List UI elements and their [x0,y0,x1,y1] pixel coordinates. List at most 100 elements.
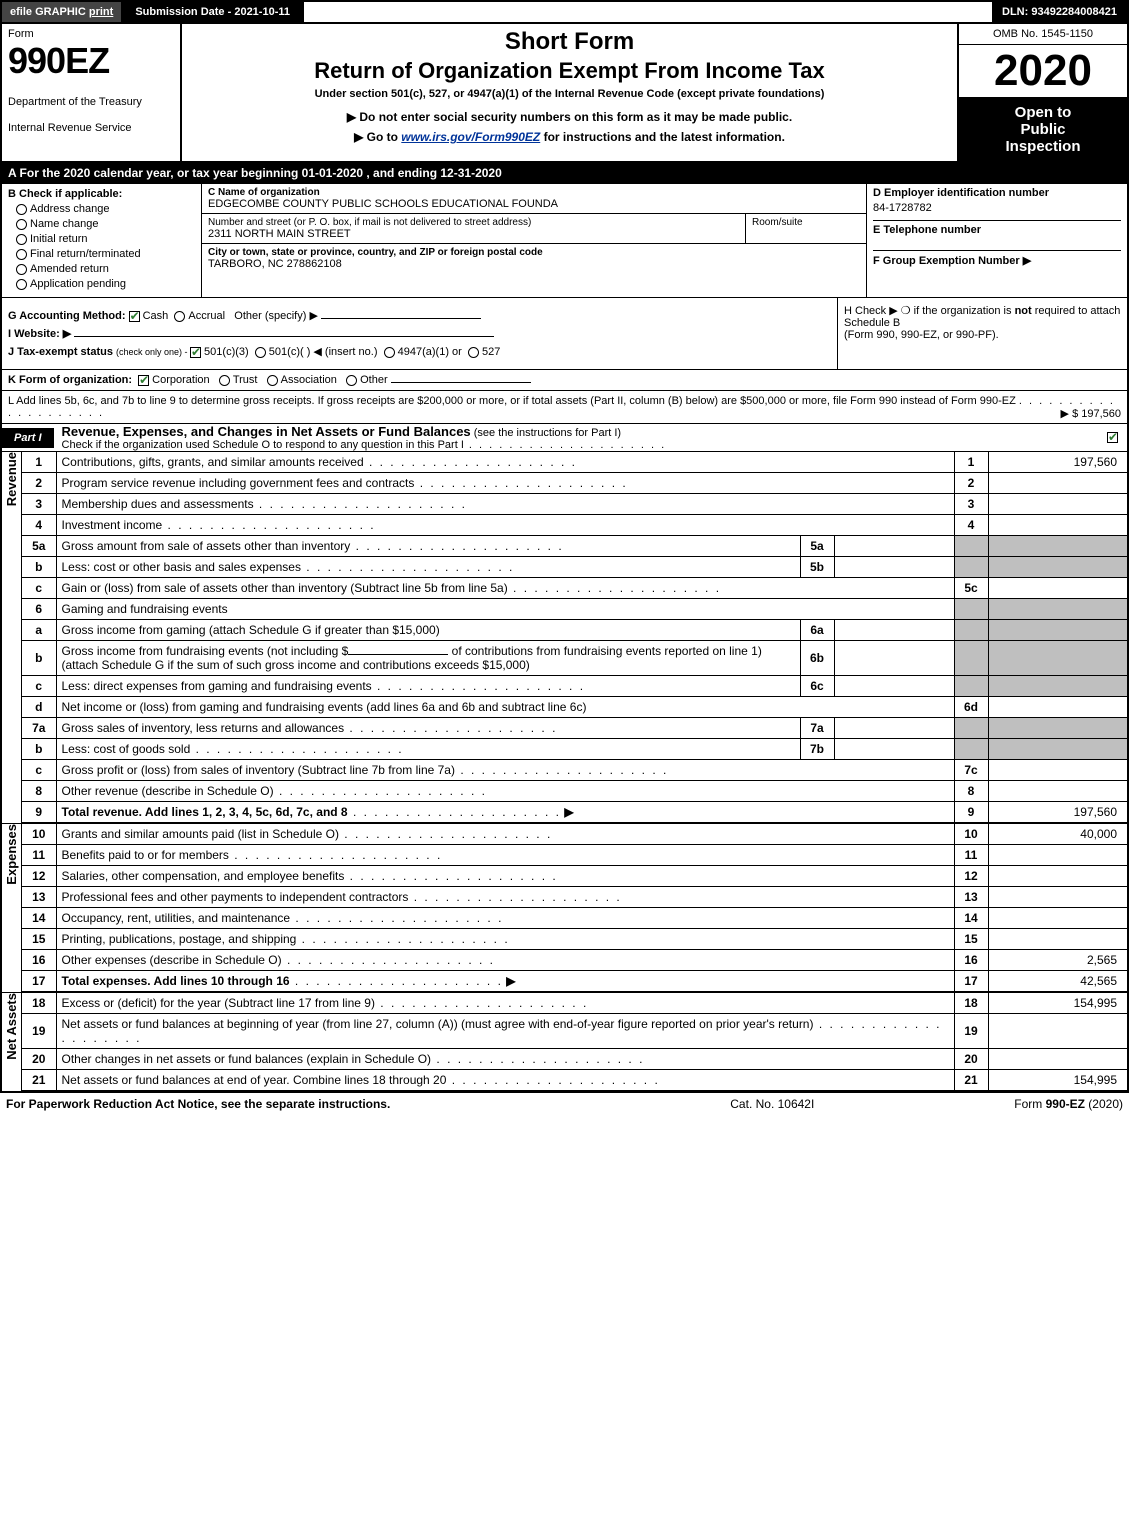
table-row: bLess: cost or other basis and sales exp… [22,557,1128,578]
phone-label: E Telephone number [873,220,1121,236]
group-exemption-label: F Group Exemption Number ▶ [873,250,1121,267]
table-row: 17Total expenses. Add lines 10 through 1… [22,971,1128,992]
submission-date: Submission Date - 2021-10-11 [123,2,304,22]
g-other: Other (specify) ▶ [234,310,318,322]
section-h: H Check ▶ ❍ if the organization is not r… [837,298,1127,369]
chk-other-org[interactable] [346,375,357,386]
street-label: Number and street (or P. O. box, if mail… [208,217,739,228]
dln: DLN: 93492284008421 [992,2,1127,22]
part-i-hint: (see the instructions for Part I) [474,427,621,439]
title-column: Short Form Return of Organization Exempt… [182,24,957,161]
form-ref: Form 990-EZ (2020) [1014,1097,1123,1111]
identity-block: B Check if applicable: Address change Na… [0,184,1129,298]
g-label: G Accounting Method: [8,310,126,322]
city-row: City or town, state or province, country… [202,244,866,273]
table-row: aGross income from gaming (attach Schedu… [22,620,1128,641]
g-other-blank [321,318,481,319]
print-link[interactable]: print [89,6,113,18]
section-b: B Check if applicable: Address change Na… [2,184,202,297]
table-row: 20Other changes in net assets or fund ba… [22,1049,1128,1070]
year-column: OMB No. 1545-1150 2020 Open to Public In… [957,24,1127,161]
table-row: 4Investment income4 [22,515,1128,536]
part-i-tag: Part I [2,428,54,448]
table-row: 2Program service revenue including gover… [22,473,1128,494]
chk-501c[interactable] [255,347,266,358]
expenses-table: 10Grants and similar amounts paid (list … [22,824,1129,992]
goto-pre: ▶ Go to [354,130,401,144]
h-not: not [1015,305,1032,317]
expenses-vlabel: Expenses [0,824,22,992]
chk-cash[interactable] [129,311,140,322]
chk-accrual[interactable] [174,311,185,322]
goto-post: for instructions and the latest informat… [540,130,785,144]
section-d-e-f: D Employer identification number 84-1728… [867,184,1127,297]
j-label: J Tax-exempt status [8,346,113,358]
cat-no: Cat. No. 10642I [590,1097,814,1111]
i-label: I Website: ▶ [8,328,71,340]
website-blank [74,336,494,337]
expenses-section: Expenses 10Grants and similar amounts pa… [0,824,1129,993]
chk-corporation[interactable] [138,375,149,386]
omb-number: OMB No. 1545-1150 [959,24,1127,45]
table-row: dNet income or (loss) from gaming and fu… [22,697,1128,718]
table-row: 12Salaries, other compensation, and empl… [22,866,1128,887]
line-k: K Form of organization: Corporation Trus… [0,370,1129,391]
org-name-row: C Name of organization EDGECOMBE COUNTY … [202,184,866,214]
ssn-warning: ▶ Do not enter social security numbers o… [190,110,949,124]
table-row: 21Net assets or fund balances at end of … [22,1070,1128,1091]
efile-label: efile GRAPHIC [10,6,86,18]
form-word: Form [8,28,174,40]
chk-initial-return[interactable]: Initial return [16,233,195,245]
k-other-blank [391,382,531,383]
street-row: Number and street (or P. O. box, if mail… [202,214,866,244]
table-row: 19Net assets or fund balances at beginni… [22,1014,1128,1049]
form-header: Form 990EZ Department of the Treasury In… [0,24,1129,163]
revenue-section: Revenue 1Contributions, gifts, grants, a… [0,452,1129,824]
section-b-header: B Check if applicable: [8,188,122,200]
h-text1: H Check ▶ ❍ if the organization is [844,305,1015,317]
chk-schedule-o[interactable] [1107,432,1121,444]
chk-application-pending[interactable]: Application pending [16,278,195,290]
col-g-i-j: G Accounting Method: Cash Accrual Other … [2,298,837,369]
inspect-line2: Public [963,121,1123,138]
table-row: 5aGross amount from sale of assets other… [22,536,1128,557]
paperwork-notice: For Paperwork Reduction Act Notice, see … [6,1097,390,1111]
chk-final-return[interactable]: Final return/terminated [16,248,195,260]
line-i: I Website: ▶ [8,327,831,340]
efile-print[interactable]: efile GRAPHIC print [2,2,123,22]
accounting-block: G Accounting Method: Cash Accrual Other … [0,298,1129,370]
city-label: City or town, state or province, country… [208,247,860,258]
chk-527[interactable] [468,347,479,358]
chk-trust[interactable] [219,375,230,386]
table-row: 13Professional fees and other payments t… [22,887,1128,908]
form-title: Return of Organization Exempt From Incom… [190,58,949,84]
part-i-sub: Check if the organization used Schedule … [62,439,667,451]
row-a-tax-year: A For the 2020 calendar year, or tax yea… [0,163,1129,184]
table-row: 6Gaming and fundraising events [22,599,1128,620]
l-text: L Add lines 5b, 6c, and 7b to line 9 to … [8,395,1016,407]
line-l: L Add lines 5b, 6c, and 7b to line 9 to … [0,391,1129,424]
ein-label: D Employer identification number [873,187,1121,199]
chk-501c3[interactable] [190,347,201,358]
chk-name-change[interactable]: Name change [16,218,195,230]
room-suite-label: Room/suite [746,214,866,243]
under-section: Under section 501(c), 527, or 4947(a)(1)… [190,88,949,100]
short-form-label: Short Form [190,28,949,56]
j-hint: (check only one) - [116,347,190,357]
table-row: bLess: cost of goods sold7b [22,739,1128,760]
k-label: K Form of organization: [8,374,132,386]
tax-year: 2020 [959,45,1127,98]
chk-4947[interactable] [384,347,395,358]
line-j: J Tax-exempt status (check only one) - 5… [8,345,831,358]
netassets-section: Net Assets 18Excess or (deficit) for the… [0,993,1129,1093]
inspect-line1: Open to [963,104,1123,121]
goto-link[interactable]: www.irs.gov/Form990EZ [401,130,540,144]
chk-address-change[interactable]: Address change [16,203,195,215]
chk-association[interactable] [267,375,278,386]
section-c: C Name of organization EDGECOMBE COUNTY … [202,184,867,297]
part-i-title: Revenue, Expenses, and Changes in Net As… [62,424,471,439]
dept-treasury: Department of the Treasury [8,96,174,108]
table-row: 9Total revenue. Add lines 1, 2, 3, 4, 5c… [22,802,1128,823]
chk-amended-return[interactable]: Amended return [16,263,195,275]
form-number: 990EZ [8,40,174,82]
